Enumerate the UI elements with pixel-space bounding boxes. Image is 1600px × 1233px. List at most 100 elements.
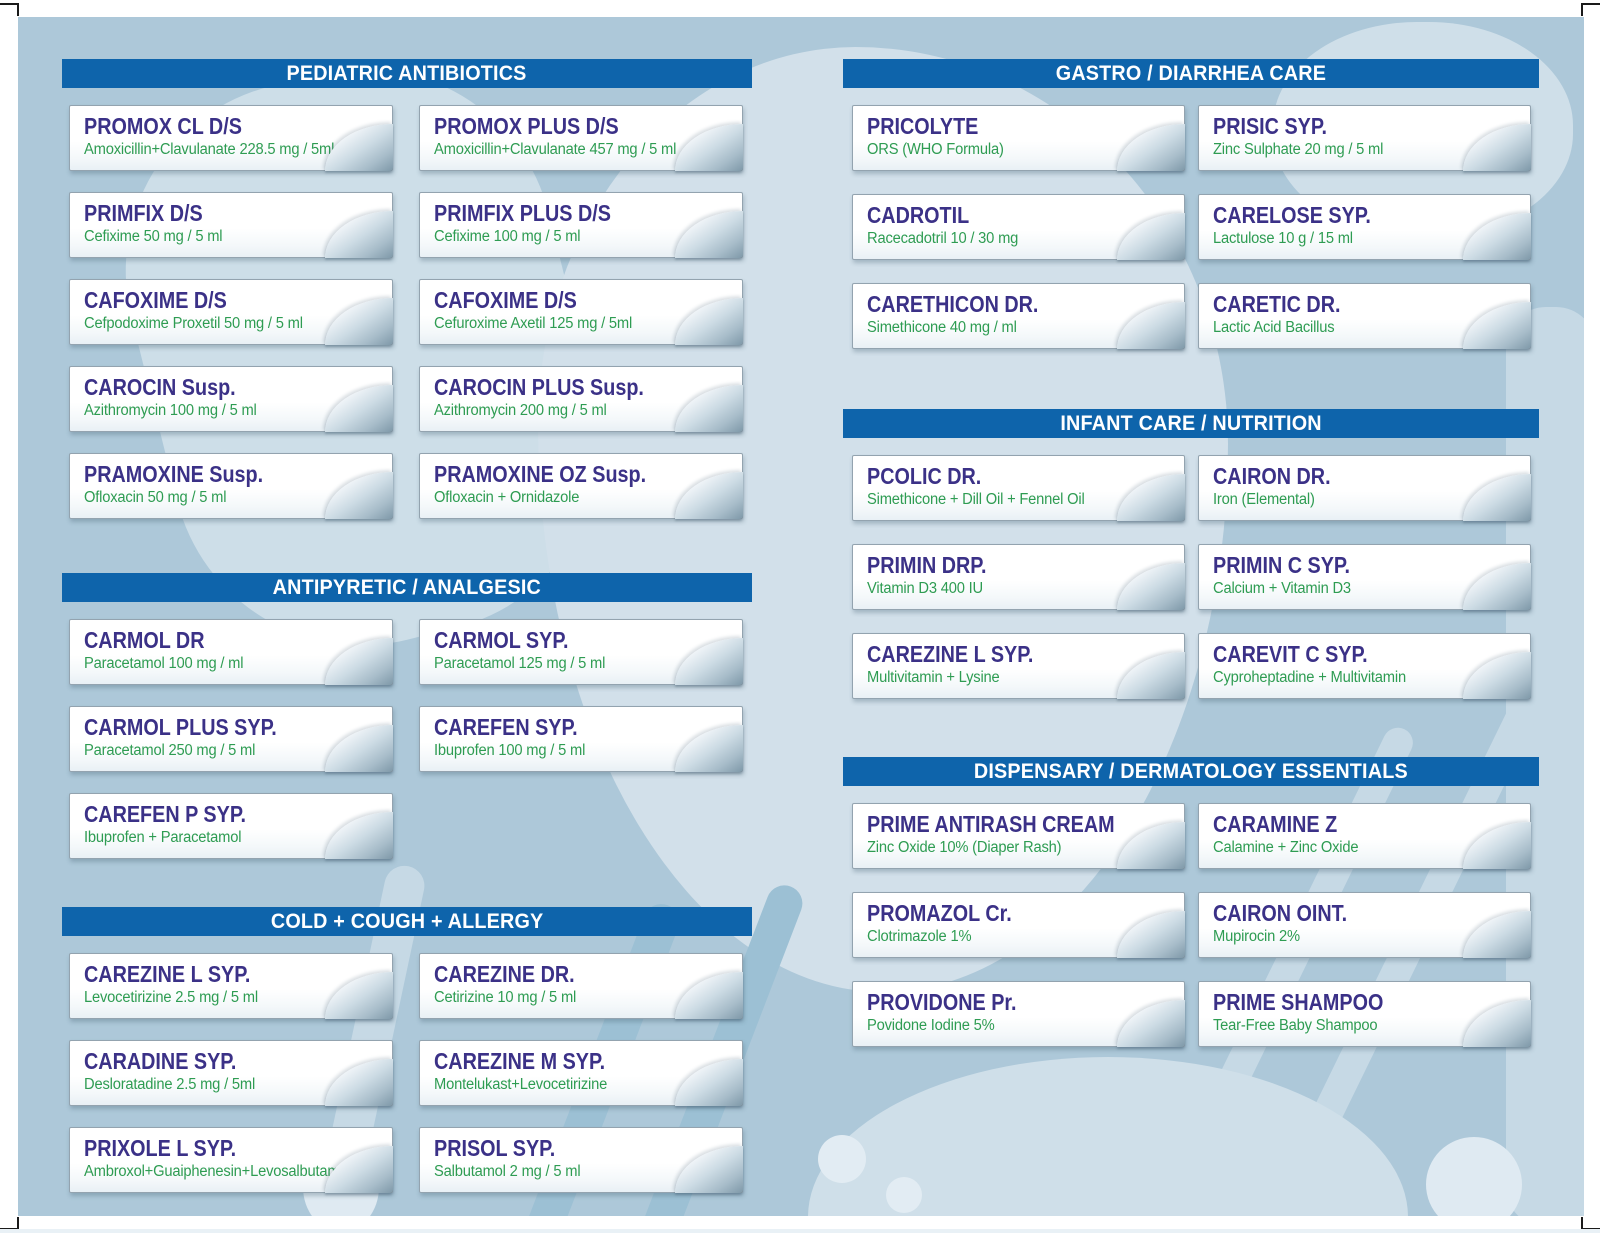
product-card: PRISIC SYP. Zinc Sulphate 20 mg / 5 ml [1198,105,1531,171]
product-composition: Lactulose 10 g / 15 ml [1213,230,1353,247]
product-name: CAREFEN SYP. [434,714,578,740]
product-card: PROMAZOL Cr. Clotrimazole 1% [852,892,1185,958]
product-name: CADROTIL [867,202,970,228]
section-title: COLD + COUGH + ALLERGY [270,909,544,933]
product-card: CAREZINE DR. Cetirizine 10 mg / 5 ml [419,953,743,1019]
product-card: CARAMINE Z Calamine + Zinc Oxide [1198,803,1531,869]
product-name: PRIMIN C SYP. [1213,552,1351,578]
product-composition: Amoxicillin+Clavulanate 457 mg / 5 ml [434,141,677,158]
product-card: CAREFEN P SYP. Ibuprofen + Paracetamol [69,793,393,859]
product-composition: Iron (Elemental) [1213,491,1315,508]
product-composition: Paracetamol 125 mg / 5 ml [434,655,606,672]
product-grid: PRIME ANTIRASH CREAM Zinc Oxide 10% (Diap… [843,803,1539,1047]
product-name: CARAMINE Z [1213,811,1338,837]
product-grid: CAREZINE L SYP. Levocetirizine 2.5 mg / 5… [62,953,752,1193]
product-composition: Cyproheptadine + Multivitamin [1213,669,1406,686]
product-name: PROMOX CL D/S [84,113,242,139]
section-header: COLD + COUGH + ALLERGY [62,907,752,936]
product-composition: Povidone Iodine 5% [867,1017,995,1034]
bg-ellipse-bottom-right [1426,1137,1522,1216]
section-header: GASTRO / DIARRHEA CARE [843,59,1539,88]
product-composition: Ofloxacin + Ornidazole [434,489,580,506]
product-card: CAREZINE L SYP. Multivitamin + Lysine [852,633,1185,699]
product-name: CAROCIN Susp. [84,374,236,400]
section-cold-cough-allergy: COLD + COUGH + ALLERGY CAREZINE L SYP. Lev… [62,907,752,1193]
product-card: PRIMFIX PLUS D/S Cefixime 100 mg / 5 ml [419,192,743,258]
product-name: CAREZINE L SYP. [84,961,251,987]
product-composition: Clotrimazole 1% [867,928,972,945]
product-name: PRIMIN DRP. [867,552,987,578]
product-composition: Cefixime 50 mg / 5 ml [84,228,223,245]
section-title: PEDIATRIC ANTIBIOTICS [286,61,528,85]
section-title: ANTIPYRETIC / ANALGESIC [272,575,542,599]
crop-mark-top-left-icon [0,3,19,16]
product-composition: Tear-Free Baby Shampoo [1213,1017,1378,1034]
section-antipyretic-analgesic: ANTIPYRETIC / ANALGESIC CARMOL DR Paraceta… [62,573,752,859]
product-composition: Azithromycin 200 mg / 5 ml [434,402,607,419]
product-card: CAIRON OINT. Mupirocin 2% [1198,892,1531,958]
product-name: CARMOL PLUS SYP. [84,714,277,740]
product-name: PRISOL SYP. [434,1135,556,1161]
product-composition: ORS (WHO Formula) [867,141,1004,158]
product-composition: Zinc Oxide 10% (Diaper Rash) [867,839,1062,856]
product-card: PRIME SHAMPOO Tear-Free Baby Shampoo [1198,981,1531,1047]
product-composition: Montelukast+Levocetirizine [434,1076,608,1093]
product-composition: Mupirocin 2% [1213,928,1300,945]
product-name: CAROCIN PLUS Susp. [434,374,644,400]
crop-mark-top-right-icon [1581,3,1600,16]
product-composition: Levocetirizine 2.5 mg / 5 ml [84,989,258,1006]
product-name: PRIMFIX D/S [84,200,203,226]
section-title: GASTRO / DIARRHEA CARE [1055,61,1327,85]
section-header: INFANT CARE / NUTRITION [843,409,1539,438]
product-name: CARETIC DR. [1213,291,1341,317]
product-card: PRIMFIX D/S Cefixime 50 mg / 5 ml [69,192,393,258]
product-composition: Ofloxacin 50 mg / 5 ml [84,489,227,506]
product-card: CAFOXIME D/S Cefpodoxime Proxetil 50 mg /… [69,279,393,345]
product-composition: Cetirizine 10 mg / 5 ml [434,989,577,1006]
product-composition: Vitamin D3 400 IU [867,580,984,597]
product-composition: Paracetamol 250 mg / 5 ml [84,742,256,759]
product-name: PRAMOXINE Susp. [84,461,264,487]
product-card: CAREZINE L SYP. Levocetirizine 2.5 mg / 5… [69,953,393,1019]
section-dispensary-dermatology-essentials: DISPENSARY / DERMATOLOGY ESSENTIALS PRIME… [843,757,1539,1047]
product-card: PRIMIN DRP. Vitamin D3 400 IU [852,544,1185,610]
product-card: PRIME ANTIRASH CREAM Zinc Oxide 10% (Diap… [852,803,1185,869]
product-composition: Racecadotril 10 / 30 mg [867,230,1019,247]
page-bottom-edge [0,1229,1600,1233]
product-card: CARETHICON DR. Simethicone 40 mg / ml [852,283,1185,349]
product-card: CAFOXIME D/S Cefuroxime Axetil 125 mg / 5… [419,279,743,345]
bg-circle-small-2 [886,1177,922,1213]
product-card: CARMOL PLUS SYP. Paracetamol 250 mg / 5 m… [69,706,393,772]
product-name: CAFOXIME D/S [84,287,227,313]
product-name: CAREZINE DR. [434,961,575,987]
product-composition: Azithromycin 100 mg / 5 ml [84,402,257,419]
section-title: DISPENSARY / DERMATOLOGY ESSENTIALS [974,759,1408,783]
section-header: ANTIPYRETIC / ANALGESIC [62,573,752,602]
product-card: CARELOSE SYP. Lactulose 10 g / 15 ml [1198,194,1531,260]
product-card: CARMOL DR Paracetamol 100 mg / ml [69,619,393,685]
left-column: PEDIATRIC ANTIBIOTICS PROMOX CL D/S Amoxic… [62,59,752,1193]
product-name: CARADINE SYP. [84,1048,237,1074]
product-card: PRIMIN C SYP. Calcium + Vitamin D3 [1198,544,1531,610]
product-name: PRIMFIX PLUS D/S [434,200,611,226]
product-name: CAREZINE L SYP. [867,641,1034,667]
product-composition: Multivitamin + Lysine [867,669,1000,686]
product-card: CARADINE SYP. Desloratadine 2.5 mg / 5ml [69,1040,393,1106]
product-card: PROMOX PLUS D/S Amoxicillin+Clavulanate 4… [419,105,743,171]
product-card: CAROCIN Susp. Azithromycin 100 mg / 5 ml [69,366,393,432]
product-grid: CARMOL DR Paracetamol 100 mg / ml CARMOL S… [62,619,752,859]
product-card: CAREZINE M SYP. Montelukast+Levocetirizin… [419,1040,743,1106]
product-card: PROVIDONE Pr. Povidone Iodine 5% [852,981,1185,1047]
product-composition: Cefpodoxime Proxetil 50 mg / 5 ml [84,315,303,332]
product-card: CAROCIN PLUS Susp. Azithromycin 200 mg / … [419,366,743,432]
product-composition: Lactic Acid Bacillus [1213,319,1335,336]
product-grid: PCOLIC DR. Simethicone + Dill Oil + Fenne… [843,455,1539,699]
product-name: CAREVIT C SYP. [1213,641,1368,667]
section-header: PEDIATRIC ANTIBIOTICS [62,59,752,88]
product-composition: Ambroxol+Guaiphenesin+Levosalbutamol [84,1163,351,1180]
product-card: CARMOL SYP. Paracetamol 125 mg / 5 ml [419,619,743,685]
product-name: PRIXOLE L SYP. [84,1135,237,1161]
product-composition: Paracetamol 100 mg / ml [84,655,244,672]
product-name: PRICOLYTE [867,113,979,139]
